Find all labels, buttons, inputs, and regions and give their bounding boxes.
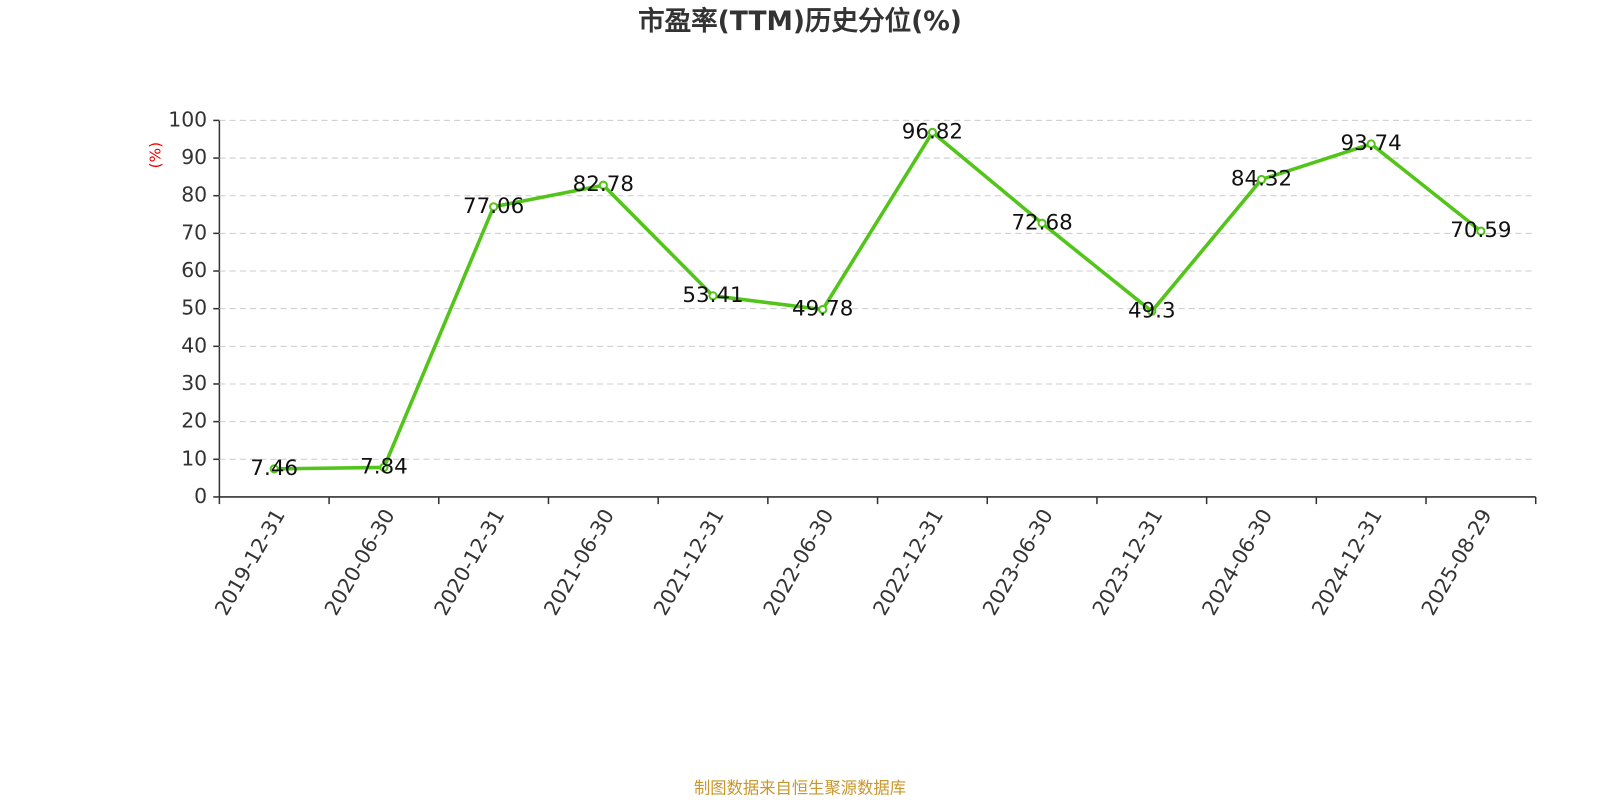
source-note: 制图数据来自恒生聚源数据库 <box>694 778 906 797</box>
x-tick-label: 2021-06-30 <box>539 505 619 620</box>
x-tick-label: 2019-12-31 <box>210 505 290 620</box>
x-tick-label: 2022-12-31 <box>868 505 948 620</box>
x-tick-label: 2021-12-31 <box>649 505 729 620</box>
data-point <box>379 462 389 473</box>
y-tick-label: 10 <box>181 446 207 470</box>
data-label: 84.32 <box>1231 166 1292 191</box>
data-label: 82.78 <box>573 172 634 197</box>
data-label: 77.06 <box>463 194 524 219</box>
y-tick-label: 90 <box>181 145 207 169</box>
chart-title: 市盈率(TTM)历史分位(%) <box>638 6 962 37</box>
y-tick-label: 70 <box>181 220 207 244</box>
data-point <box>1256 174 1267 185</box>
data-point <box>489 202 499 212</box>
x-tick-label: 2022-06-30 <box>758 505 838 620</box>
x-tick-label: 2025-08-29 <box>1416 505 1496 620</box>
data-label: 7.46 <box>250 456 298 481</box>
y-axis-label: (%) <box>147 142 165 168</box>
data-label: 49.3 <box>1128 298 1176 323</box>
y-tick-label: 50 <box>181 296 207 320</box>
y-tick-label: 30 <box>181 371 207 395</box>
y-tick-label: 80 <box>181 183 207 207</box>
data-label: 96.82 <box>902 119 963 144</box>
data-label: 7.84 <box>360 454 408 479</box>
data-label: 72.68 <box>1011 210 1072 235</box>
data-point <box>927 127 937 137</box>
data-point <box>818 304 828 315</box>
data-point <box>1476 226 1486 236</box>
x-tick-label: 2024-12-31 <box>1307 505 1387 620</box>
data-label: 70.59 <box>1450 218 1511 243</box>
x-tick-label: 2024-06-30 <box>1197 505 1277 620</box>
data-point <box>269 464 279 474</box>
data-point <box>708 291 718 301</box>
y-tick-label: 100 <box>168 107 207 131</box>
data-point <box>1366 139 1376 149</box>
y-tick-label: 20 <box>181 409 207 433</box>
y-tick-label: 60 <box>181 258 207 282</box>
x-tick-label: 2023-12-31 <box>1087 505 1167 620</box>
x-tick-label: 2023-06-30 <box>978 505 1058 620</box>
x-tick-label: 2020-12-31 <box>429 505 509 620</box>
data-label: 53.41 <box>682 283 743 308</box>
data-point <box>598 180 608 190</box>
y-tick-label: 0 <box>194 484 207 508</box>
data-point <box>1037 218 1047 228</box>
y-tick-label: 40 <box>181 333 207 357</box>
x-tick-label: 2020-06-30 <box>320 505 400 620</box>
data-label: 93.74 <box>1341 131 1402 156</box>
data-label: 49.78 <box>792 297 853 322</box>
data-line <box>274 130 1482 471</box>
data-point <box>1147 306 1157 316</box>
